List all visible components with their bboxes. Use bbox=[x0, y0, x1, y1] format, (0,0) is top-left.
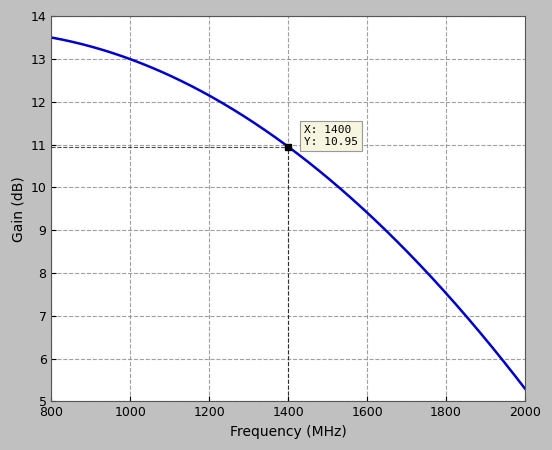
Y-axis label: Gain (dB): Gain (dB) bbox=[11, 176, 25, 242]
X-axis label: Frequency (MHz): Frequency (MHz) bbox=[230, 425, 347, 439]
Text: X: 1400
Y: 10.95: X: 1400 Y: 10.95 bbox=[304, 125, 358, 147]
